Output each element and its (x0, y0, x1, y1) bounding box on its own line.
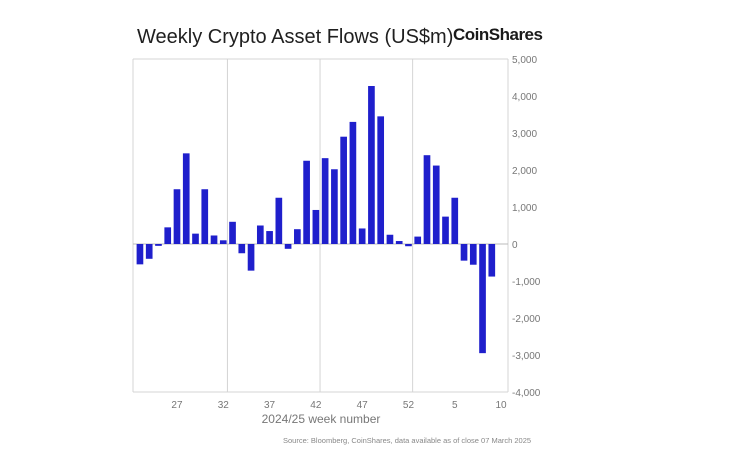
bar-week-34 (238, 244, 246, 254)
bar-week-47 (358, 228, 366, 244)
bar-week-26 (164, 227, 172, 244)
y-tick-label: 2,000 (512, 166, 537, 177)
bar-week-3 (432, 165, 440, 244)
bar-week-9 (488, 244, 496, 277)
x-tick-label: 5 (452, 400, 458, 411)
chart-title: Weekly Crypto Asset Flows (US$m) (137, 26, 454, 48)
bar-week-29 (192, 233, 199, 244)
bar-week-2 (423, 155, 431, 244)
bar-week-32 (219, 240, 227, 244)
bar-week-23 (136, 244, 144, 265)
bar-week-28 (182, 153, 190, 244)
x-tick-label: 32 (218, 400, 230, 411)
bars (136, 86, 496, 354)
bar-week-30 (201, 189, 209, 244)
bar-week-8 (479, 244, 486, 354)
x-tick-label: 42 (310, 400, 322, 411)
bar-week-33 (229, 221, 236, 244)
y-tick-label: -4,000 (512, 388, 541, 399)
y-tick-label: 0 (512, 240, 518, 251)
bar-week-49 (377, 116, 385, 244)
bar-week-45 (340, 136, 347, 244)
y-axis-tick-labels: 5,000 4,000 3,000 2,000 1,000 0 -1,000 -2,000 -3… (512, 55, 541, 399)
bar-week-37 (266, 231, 273, 244)
bar-week-4 (442, 216, 449, 244)
bar-week-39 (284, 244, 292, 249)
bar-week-43 (321, 158, 329, 244)
source-note: Source: Bloomberg, CoinShares, data avai… (283, 436, 532, 445)
x-tick-label: 52 (403, 400, 415, 411)
bar-week-51 (395, 241, 403, 244)
coinshares-logo: CoinShares (453, 25, 543, 44)
bar-week-38 (275, 197, 283, 244)
bar-week-50 (386, 234, 394, 244)
bar-week-48 (368, 86, 375, 244)
y-tick-label: -1,000 (512, 277, 541, 288)
bar-week-5 (451, 197, 459, 244)
bar-week-52 (405, 244, 412, 247)
bar-week-35 (247, 244, 255, 271)
y-tick-label: -3,000 (512, 351, 541, 362)
y-tick-label: 3,000 (512, 129, 537, 140)
x-tick-label: 10 (495, 400, 507, 411)
x-tick-label: 47 (357, 400, 369, 411)
bar-week-25 (155, 244, 162, 246)
y-tick-label: 4,000 (512, 92, 537, 103)
bar-week-1 (414, 236, 422, 244)
bar-week-40 (294, 229, 301, 244)
bar-week-44 (331, 169, 338, 244)
bar-week-6 (460, 244, 468, 261)
bar-week-42 (312, 209, 320, 244)
y-tick-label: 1,000 (512, 203, 537, 214)
bar-week-46 (349, 121, 357, 244)
x-tick-label: 27 (171, 400, 183, 411)
bar-week-24 (145, 244, 153, 259)
bar-week-31 (210, 235, 218, 244)
vertical-gridlines (132, 59, 509, 392)
bar-week-7 (469, 244, 477, 265)
y-tick-label: -2,000 (512, 314, 541, 325)
x-axis-label: 2024/25 week number (262, 412, 381, 426)
x-tick-label: 37 (264, 400, 276, 411)
y-tick-label: 5,000 (512, 55, 537, 66)
bar-week-41 (303, 160, 310, 244)
bar-week-27 (173, 189, 181, 244)
bar-week-36 (256, 225, 264, 244)
x-axis-tick-labels: 27 32 37 42 47 52 5 10 (171, 400, 507, 411)
